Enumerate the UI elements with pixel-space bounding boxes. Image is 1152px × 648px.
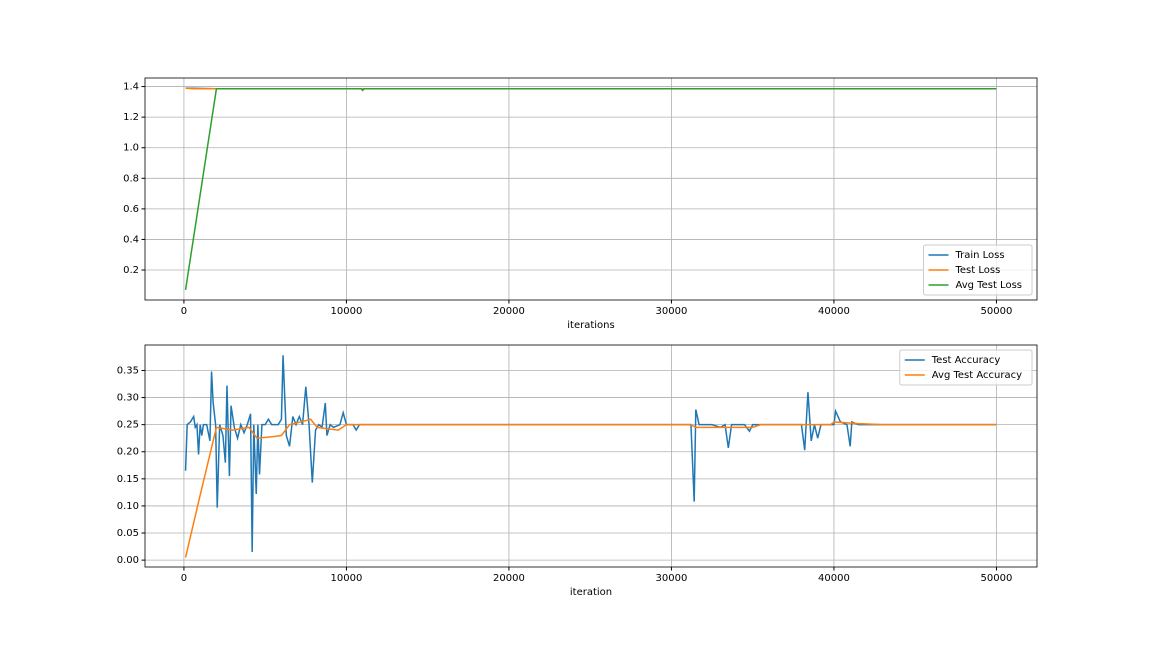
legend-label: Avg Test Accuracy [932,370,1022,381]
y-tick-label: 0.00 [117,555,139,566]
x-tick-label: 10000 [331,573,363,584]
y-tick-label: 0.15 [117,474,139,485]
x-tick-label: 20000 [493,573,525,584]
x-tick-label: 30000 [656,573,688,584]
x-tick-label: 50000 [981,306,1013,317]
x-tick-label: 40000 [818,573,850,584]
legend: Train Loss Test Loss Avg Test Loss [922,244,1033,296]
y-tick-label: 0.05 [117,528,139,539]
series-line [184,418,997,558]
x-tick-label: 0 [181,306,187,317]
x-axis-label: iteration [570,587,612,598]
plot-frame [144,344,1038,568]
y-tick-label: 1.4 [123,82,139,93]
plot-frame [144,77,1038,301]
y-tick-label: 0.2 [123,265,139,276]
legend-label: Train Loss [954,250,1004,261]
y-tick-label: 0.8 [123,173,139,184]
x-tick-label: 0 [181,573,187,584]
x-axis-label: iterations [567,320,614,331]
y-tick-label: 1.2 [123,112,139,123]
y-tick-label: 0.20 [117,447,139,458]
y-tick-label: 0.25 [117,420,139,431]
legend-label: Test Accuracy [931,355,1001,366]
x-tick-label: 10000 [331,306,363,317]
x-tick-label: 40000 [818,306,850,317]
y-tick-label: 0.30 [117,393,139,404]
x-tick-label: 20000 [493,306,525,317]
x-tick-label: 30000 [656,306,688,317]
legend-frame [922,244,1033,296]
y-tick-label: 0.6 [123,204,139,215]
y-tick-label: 0.10 [117,501,139,512]
x-tick-label: 50000 [981,573,1013,584]
series-line [184,87,997,291]
y-tick-label: 0.35 [117,365,139,376]
y-tick-label: 1.0 [123,143,139,154]
y-tick-label: 0.4 [123,234,139,245]
legend-label: Avg Test Loss [955,280,1022,291]
legend-frame [899,349,1033,386]
legend-label: Test Loss [954,265,1000,276]
legend: Test Accuracy Avg Test Accuracy [899,349,1033,386]
series-line [184,355,997,552]
